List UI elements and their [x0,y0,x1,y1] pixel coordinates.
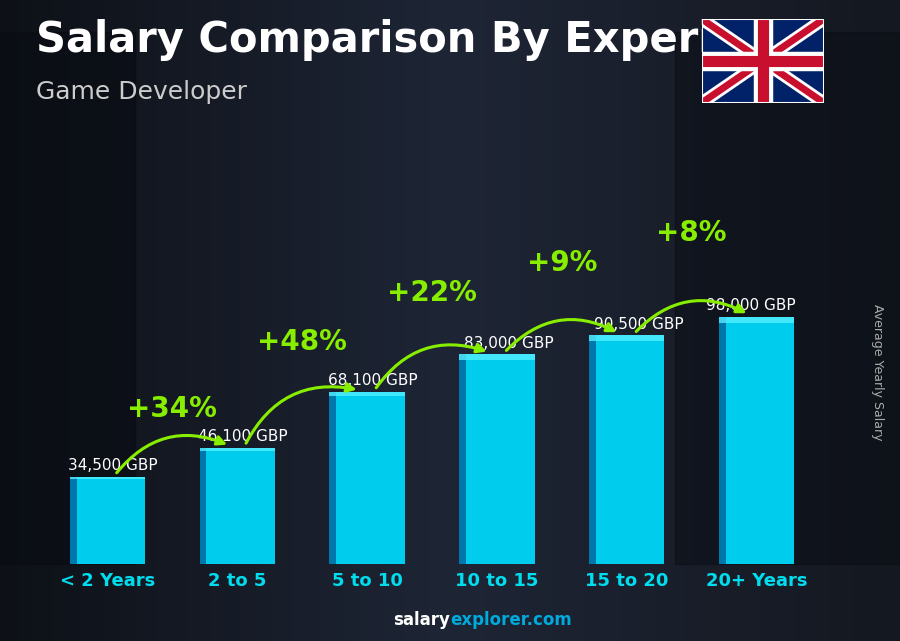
Text: explorer.com: explorer.com [450,612,572,629]
Bar [200,447,274,564]
Bar [70,477,77,564]
Text: +8%: +8% [656,219,727,247]
Bar [329,392,405,564]
Bar [329,392,405,396]
Bar [329,392,337,564]
Text: Game Developer: Game Developer [36,80,247,104]
Text: 68,100 GBP: 68,100 GBP [328,373,418,388]
Text: 34,500 GBP: 34,500 GBP [68,458,158,473]
Text: 90,500 GBP: 90,500 GBP [594,317,684,332]
Bar [590,335,664,564]
Text: +9%: +9% [526,249,597,278]
Text: Salary Comparison By Experience: Salary Comparison By Experience [36,19,824,62]
Bar [200,447,274,451]
Text: +48%: +48% [257,328,347,356]
Bar [70,477,145,479]
Bar [70,477,145,564]
Bar [200,447,206,564]
Bar [719,317,725,564]
Text: +34%: +34% [128,395,217,423]
Text: Average Yearly Salary: Average Yearly Salary [871,304,884,440]
Bar [590,335,664,341]
Text: 46,100 GBP: 46,100 GBP [198,429,288,444]
Text: 83,000 GBP: 83,000 GBP [464,336,554,351]
Bar [719,317,794,322]
Text: +22%: +22% [387,279,477,308]
Bar [719,317,794,564]
Text: salary: salary [393,612,450,629]
Bar [590,335,596,564]
Bar [459,354,466,564]
Bar [459,354,535,360]
Bar [459,354,535,564]
Text: 98,000 GBP: 98,000 GBP [706,298,796,313]
